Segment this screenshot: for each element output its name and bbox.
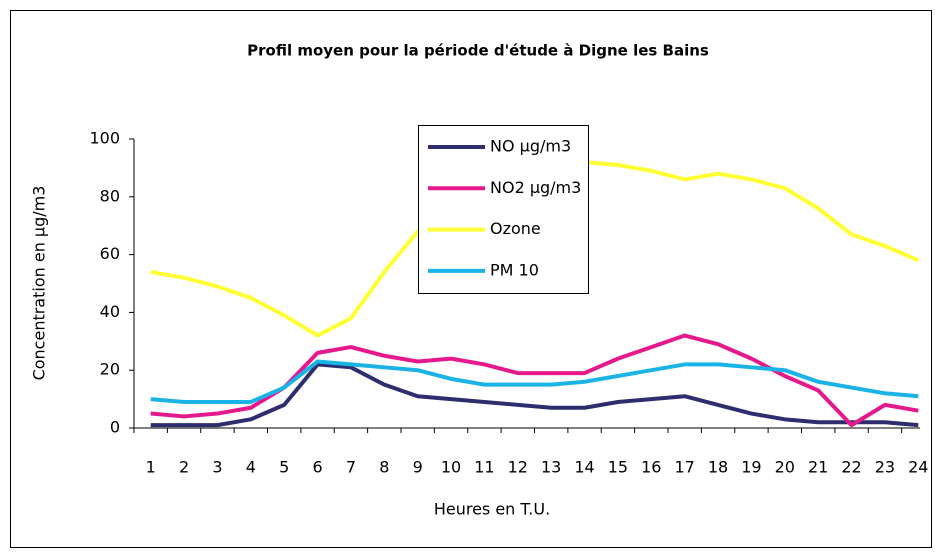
legend-label: PM 10 — [490, 260, 539, 279]
y-tick-label: 100 — [89, 129, 120, 148]
y-tick-label: 40 — [100, 302, 120, 321]
x-tick-label: 10 — [441, 458, 461, 477]
x-tick-label: 13 — [541, 458, 561, 477]
y-tick-label: 80 — [100, 186, 120, 205]
x-tick-label: 9 — [413, 458, 423, 477]
x-tick-label: 8 — [379, 458, 389, 477]
x-tick-label: 12 — [508, 458, 528, 477]
legend-label: NO2 µg/m3 — [490, 178, 581, 197]
chart-title: Profil moyen pour la période d'étude à D… — [247, 42, 709, 60]
legend-label: NO µg/m3 — [490, 137, 571, 156]
x-tick-label: 16 — [641, 458, 661, 477]
x-tick-label: 14 — [574, 458, 594, 477]
x-tick-label: 6 — [312, 458, 322, 477]
x-tick-label: 21 — [808, 458, 828, 477]
x-tick-label: 22 — [841, 458, 861, 477]
x-tick-label: 18 — [708, 458, 728, 477]
x-tick-label: 19 — [741, 458, 761, 477]
legend-label: Ozone — [490, 219, 541, 238]
series-line — [150, 359, 919, 404]
x-tick-label: 11 — [474, 458, 494, 477]
x-tick-label: 1 — [146, 458, 156, 477]
legend-box — [418, 125, 589, 294]
x-tick-label: 2 — [179, 458, 189, 477]
y-tick-label: 0 — [110, 418, 120, 437]
x-tick-label: 7 — [346, 458, 356, 477]
x-tick-label: 5 — [279, 458, 289, 477]
x-tick-label: 17 — [675, 458, 695, 477]
x-tick-label: 20 — [775, 458, 795, 477]
x-tick-label: 15 — [608, 458, 628, 477]
y-tick-label: 20 — [100, 360, 120, 379]
x-tick-label: 3 — [212, 458, 222, 477]
y-axis-title: Concentration en µg/m3 — [30, 186, 49, 381]
series-line — [150, 362, 919, 428]
x-tick-label: 23 — [875, 458, 895, 477]
x-axis-title: Heures en T.U. — [434, 500, 550, 519]
x-tick-label: 4 — [246, 458, 256, 477]
y-tick-label: 60 — [100, 244, 120, 263]
x-tick-label: 24 — [908, 458, 928, 477]
